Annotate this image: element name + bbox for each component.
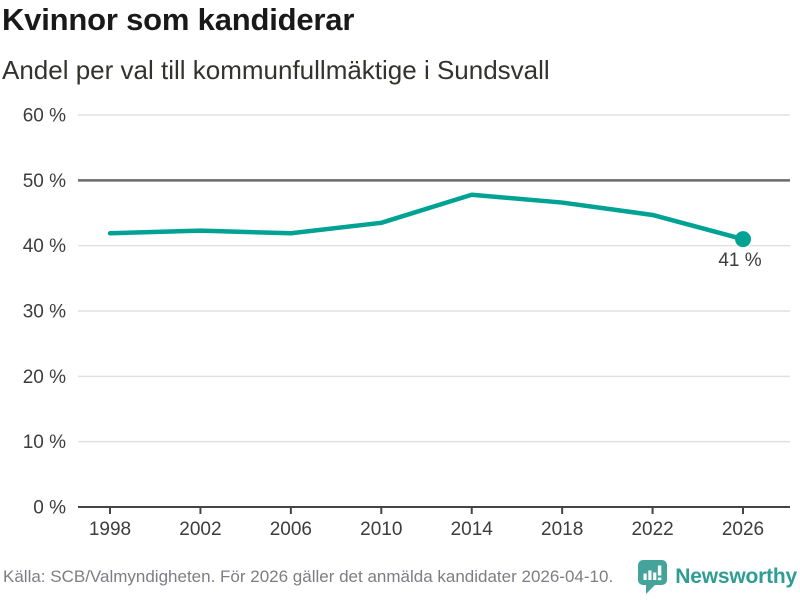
y-tick-label: 40 % [23,236,66,257]
source-note: Källa: SCB/Valmyndigheten. För 2026 gäll… [3,567,614,586]
x-tick-label: 1998 [89,519,131,540]
line-chart: 0 % 10 % 20 % 30 % 40 % 50 % 60 % 1998 2002 2006 2… [23,106,790,540]
newsworthy-logo: Newsworthy [637,559,797,595]
footer: Källa: SCB/Valmyndigheten. För 2026 gäll… [0,558,800,596]
x-tick-label: 2022 [631,519,673,540]
y-tick-label: 60 % [23,106,66,127]
end-value-label: 41 % [718,250,761,271]
x-tick-label: 2006 [270,519,312,540]
x-tick-label: 2014 [451,519,494,540]
x-tick-label: 2026 [722,519,764,540]
y-tick-label: 20 % [23,367,66,388]
page-subtitle: Andel per val till kommunfullmäktige i S… [2,55,550,85]
end-point-dot [735,231,752,248]
y-tick-label: 50 % [23,171,66,192]
y-tick-label: 10 % [23,432,66,453]
y-tick-label: 0 % [33,498,66,519]
newsworthy-wordmark: Newsworthy [675,565,797,588]
y-tick-label: 30 % [23,302,66,323]
data-line [107,192,746,242]
x-tick-label: 2002 [179,519,221,540]
x-tick-label: 2010 [360,519,402,540]
newsworthy-icon [638,560,668,594]
page-title: Kvinnor som kandiderar [2,2,355,37]
x-tick-label: 2018 [541,519,583,540]
